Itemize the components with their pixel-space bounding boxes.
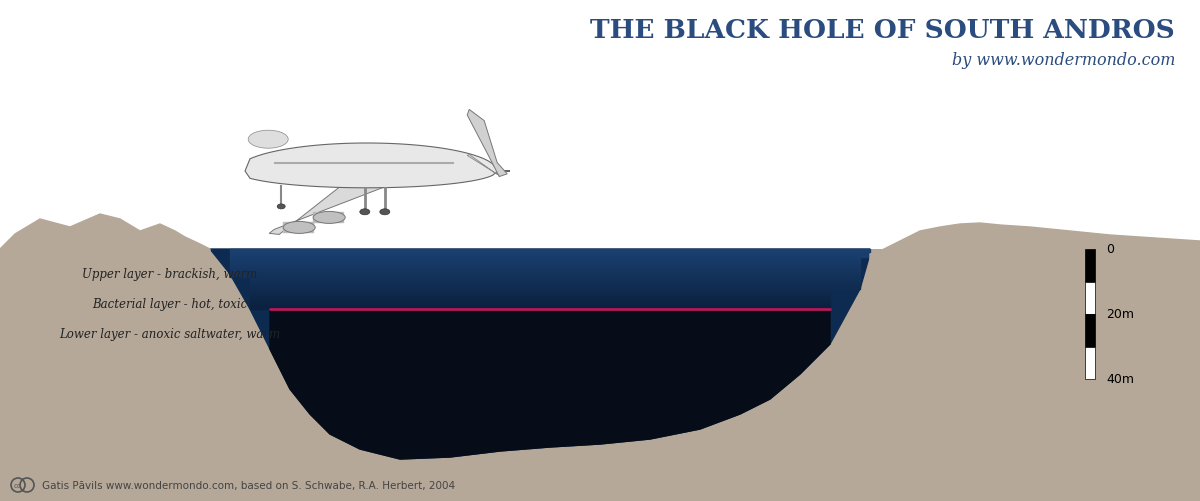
Polygon shape: [283, 223, 313, 233]
Text: Lower layer - anoxic saltwater, warm: Lower layer - anoxic saltwater, warm: [60, 327, 281, 340]
Polygon shape: [250, 286, 860, 290]
Ellipse shape: [379, 209, 390, 215]
Polygon shape: [870, 223, 1200, 501]
Polygon shape: [230, 262, 860, 266]
Polygon shape: [250, 278, 860, 282]
Text: 40m: 40m: [1106, 373, 1134, 386]
Polygon shape: [250, 298, 830, 302]
Text: THE BLACK HOLE OF SOUTH ANDROS: THE BLACK HOLE OF SOUTH ANDROS: [590, 18, 1175, 43]
Polygon shape: [250, 282, 860, 286]
Text: 0: 0: [1106, 243, 1114, 256]
Text: Upper layer - brackish, warm: Upper layer - brackish, warm: [83, 268, 258, 281]
Text: cc: cc: [14, 482, 22, 488]
Ellipse shape: [313, 212, 346, 224]
Bar: [1085, 282, 1096, 314]
Polygon shape: [250, 306, 830, 310]
Polygon shape: [230, 274, 860, 278]
Ellipse shape: [283, 222, 316, 234]
Text: by www.wondermondo.com: by www.wondermondo.com: [952, 52, 1175, 69]
Polygon shape: [230, 266, 860, 270]
Ellipse shape: [277, 204, 286, 209]
Polygon shape: [270, 310, 830, 459]
Bar: [0, 249, 1200, 501]
Bar: [1085, 249, 1096, 282]
Polygon shape: [250, 302, 830, 306]
Text: Gatis Pāvils www.wondermondo.com, based on S. Schwabe, R.A. Herbert, 2004: Gatis Pāvils www.wondermondo.com, based …: [42, 480, 455, 490]
Polygon shape: [245, 144, 510, 188]
Polygon shape: [230, 270, 860, 274]
Text: 20m: 20m: [1106, 308, 1134, 321]
Polygon shape: [313, 213, 343, 223]
Polygon shape: [210, 249, 870, 459]
Polygon shape: [230, 249, 870, 254]
Text: Bacterial layer - hot, toxic: Bacterial layer - hot, toxic: [92, 298, 247, 311]
Polygon shape: [230, 254, 870, 258]
Polygon shape: [467, 155, 499, 176]
Polygon shape: [467, 110, 508, 177]
Ellipse shape: [248, 131, 288, 149]
Polygon shape: [250, 294, 830, 298]
Polygon shape: [269, 178, 414, 235]
Bar: [1085, 314, 1096, 347]
Ellipse shape: [360, 209, 370, 215]
Polygon shape: [0, 214, 210, 501]
Bar: [1085, 347, 1096, 379]
Polygon shape: [230, 258, 860, 262]
Polygon shape: [310, 150, 400, 175]
Polygon shape: [250, 290, 830, 294]
